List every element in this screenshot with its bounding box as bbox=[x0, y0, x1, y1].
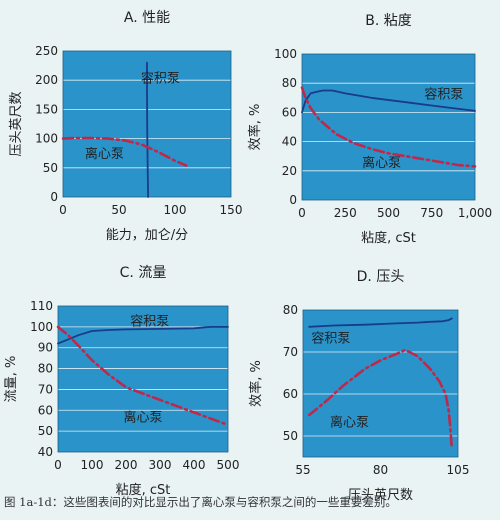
y-tick-label: 150 bbox=[35, 102, 58, 116]
series-label: 离心泵 bbox=[85, 146, 124, 162]
y-tick-label: 40 bbox=[38, 445, 53, 459]
x-tick-label: 0 bbox=[59, 203, 67, 217]
y-tick-label: 100 bbox=[274, 47, 297, 61]
y-tick-label: 80 bbox=[283, 303, 298, 317]
x-tick-label: 400 bbox=[183, 458, 206, 472]
x-tick-label: 100 bbox=[81, 458, 104, 472]
chart-title: A. 性能 bbox=[124, 10, 170, 26]
centrifugal-pump-line bbox=[56, 325, 230, 427]
x-tick-label: 100 bbox=[164, 203, 187, 217]
chart-title: B. 粘度 bbox=[365, 13, 412, 29]
y-tick-label: 60 bbox=[282, 105, 297, 119]
x-tick-label: 1,000 bbox=[458, 206, 492, 220]
pd-pump-line bbox=[308, 317, 453, 328]
y-tick-label: 50 bbox=[283, 429, 298, 443]
series-label: 容积泵 bbox=[424, 86, 463, 102]
plot-border bbox=[302, 309, 459, 458]
y-tick-label: 100 bbox=[30, 320, 53, 334]
y-tick-label: 50 bbox=[38, 424, 53, 438]
y-tick-label: 80 bbox=[282, 76, 297, 90]
y-tick-label: 90 bbox=[38, 341, 53, 355]
plot-area bbox=[58, 306, 228, 452]
x-axis-label: 能力，加仑/分 bbox=[106, 228, 188, 243]
x-tick-label: 50 bbox=[111, 203, 126, 217]
centrifugal-pump-line bbox=[300, 86, 477, 168]
pd-pump-line bbox=[146, 61, 150, 198]
plot-area bbox=[303, 310, 458, 457]
chart-title: C. 流量 bbox=[120, 265, 167, 281]
y-axis-label: 效率, % bbox=[247, 104, 263, 151]
y-tick-label: 200 bbox=[35, 73, 58, 87]
y-tick-label: 70 bbox=[38, 382, 53, 396]
chart-title: D. 压头 bbox=[357, 269, 405, 285]
pd-pump-line bbox=[301, 89, 476, 114]
x-tick-label: 80 bbox=[373, 463, 388, 477]
chart-c: 40 50 60 70 80 90 100 110 0 100 200 300 400 500 C. 流量粘… bbox=[4, 265, 239, 498]
x-tick-label: 200 bbox=[115, 458, 138, 472]
x-axis-label: 压头英尺数 bbox=[348, 488, 413, 503]
x-tick-label: 105 bbox=[447, 463, 470, 477]
y-tick-label: 0 bbox=[289, 193, 297, 207]
series-label: 容积泵 bbox=[141, 70, 180, 86]
y-tick-label: 60 bbox=[283, 387, 298, 401]
x-tick-label: 500 bbox=[217, 458, 240, 472]
y-axis-label: 压头英尺数 bbox=[9, 91, 24, 156]
x-tick-label: 750 bbox=[420, 206, 443, 220]
centrifugal-pump-line bbox=[307, 348, 454, 450]
centrifugal-pump-line bbox=[61, 136, 188, 167]
y-tick-label: 60 bbox=[38, 403, 53, 417]
series-label: 容积泵 bbox=[311, 330, 350, 346]
y-tick-label: 20 bbox=[282, 164, 297, 178]
y-tick-label: 80 bbox=[38, 362, 53, 376]
x-tick-label: 300 bbox=[149, 458, 172, 472]
y-tick-label: 100 bbox=[35, 132, 58, 146]
y-axis-label: 效率, % bbox=[248, 360, 264, 407]
series-label: 容积泵 bbox=[130, 314, 169, 330]
series-label: 离心泵 bbox=[362, 155, 401, 171]
y-tick-label: 0 bbox=[50, 190, 58, 204]
y-tick-label: 40 bbox=[282, 135, 297, 149]
y-tick-label: 250 bbox=[35, 44, 58, 58]
y-tick-label: 110 bbox=[30, 299, 53, 313]
x-tick-label: 150 bbox=[220, 203, 243, 217]
x-tick-label: 55 bbox=[295, 463, 310, 477]
y-tick-label: 50 bbox=[43, 161, 58, 175]
x-tick-label: 0 bbox=[298, 206, 306, 220]
x-axis-label: 粘度, cSt bbox=[361, 230, 416, 246]
series-label: 离心泵 bbox=[123, 410, 162, 426]
x-axis-label: 粘度, cSt bbox=[116, 482, 171, 498]
plot-border bbox=[57, 305, 229, 453]
x-tick-label: 500 bbox=[377, 206, 400, 220]
y-tick-label: 70 bbox=[283, 345, 298, 359]
pd-pump-line bbox=[57, 325, 229, 345]
plot-border bbox=[62, 50, 232, 198]
plot-border bbox=[301, 53, 476, 201]
x-tick-label: 0 bbox=[54, 458, 62, 472]
series-label: 离心泵 bbox=[330, 414, 369, 430]
figure-caption: 图 1a-1d：这些图表间的对比显示出了离心泵与容积泵之间的一些重要差别。 bbox=[4, 495, 397, 509]
x-tick-label: 250 bbox=[334, 206, 357, 220]
y-axis-label: 流量, % bbox=[4, 356, 19, 403]
plot-area bbox=[302, 54, 475, 200]
